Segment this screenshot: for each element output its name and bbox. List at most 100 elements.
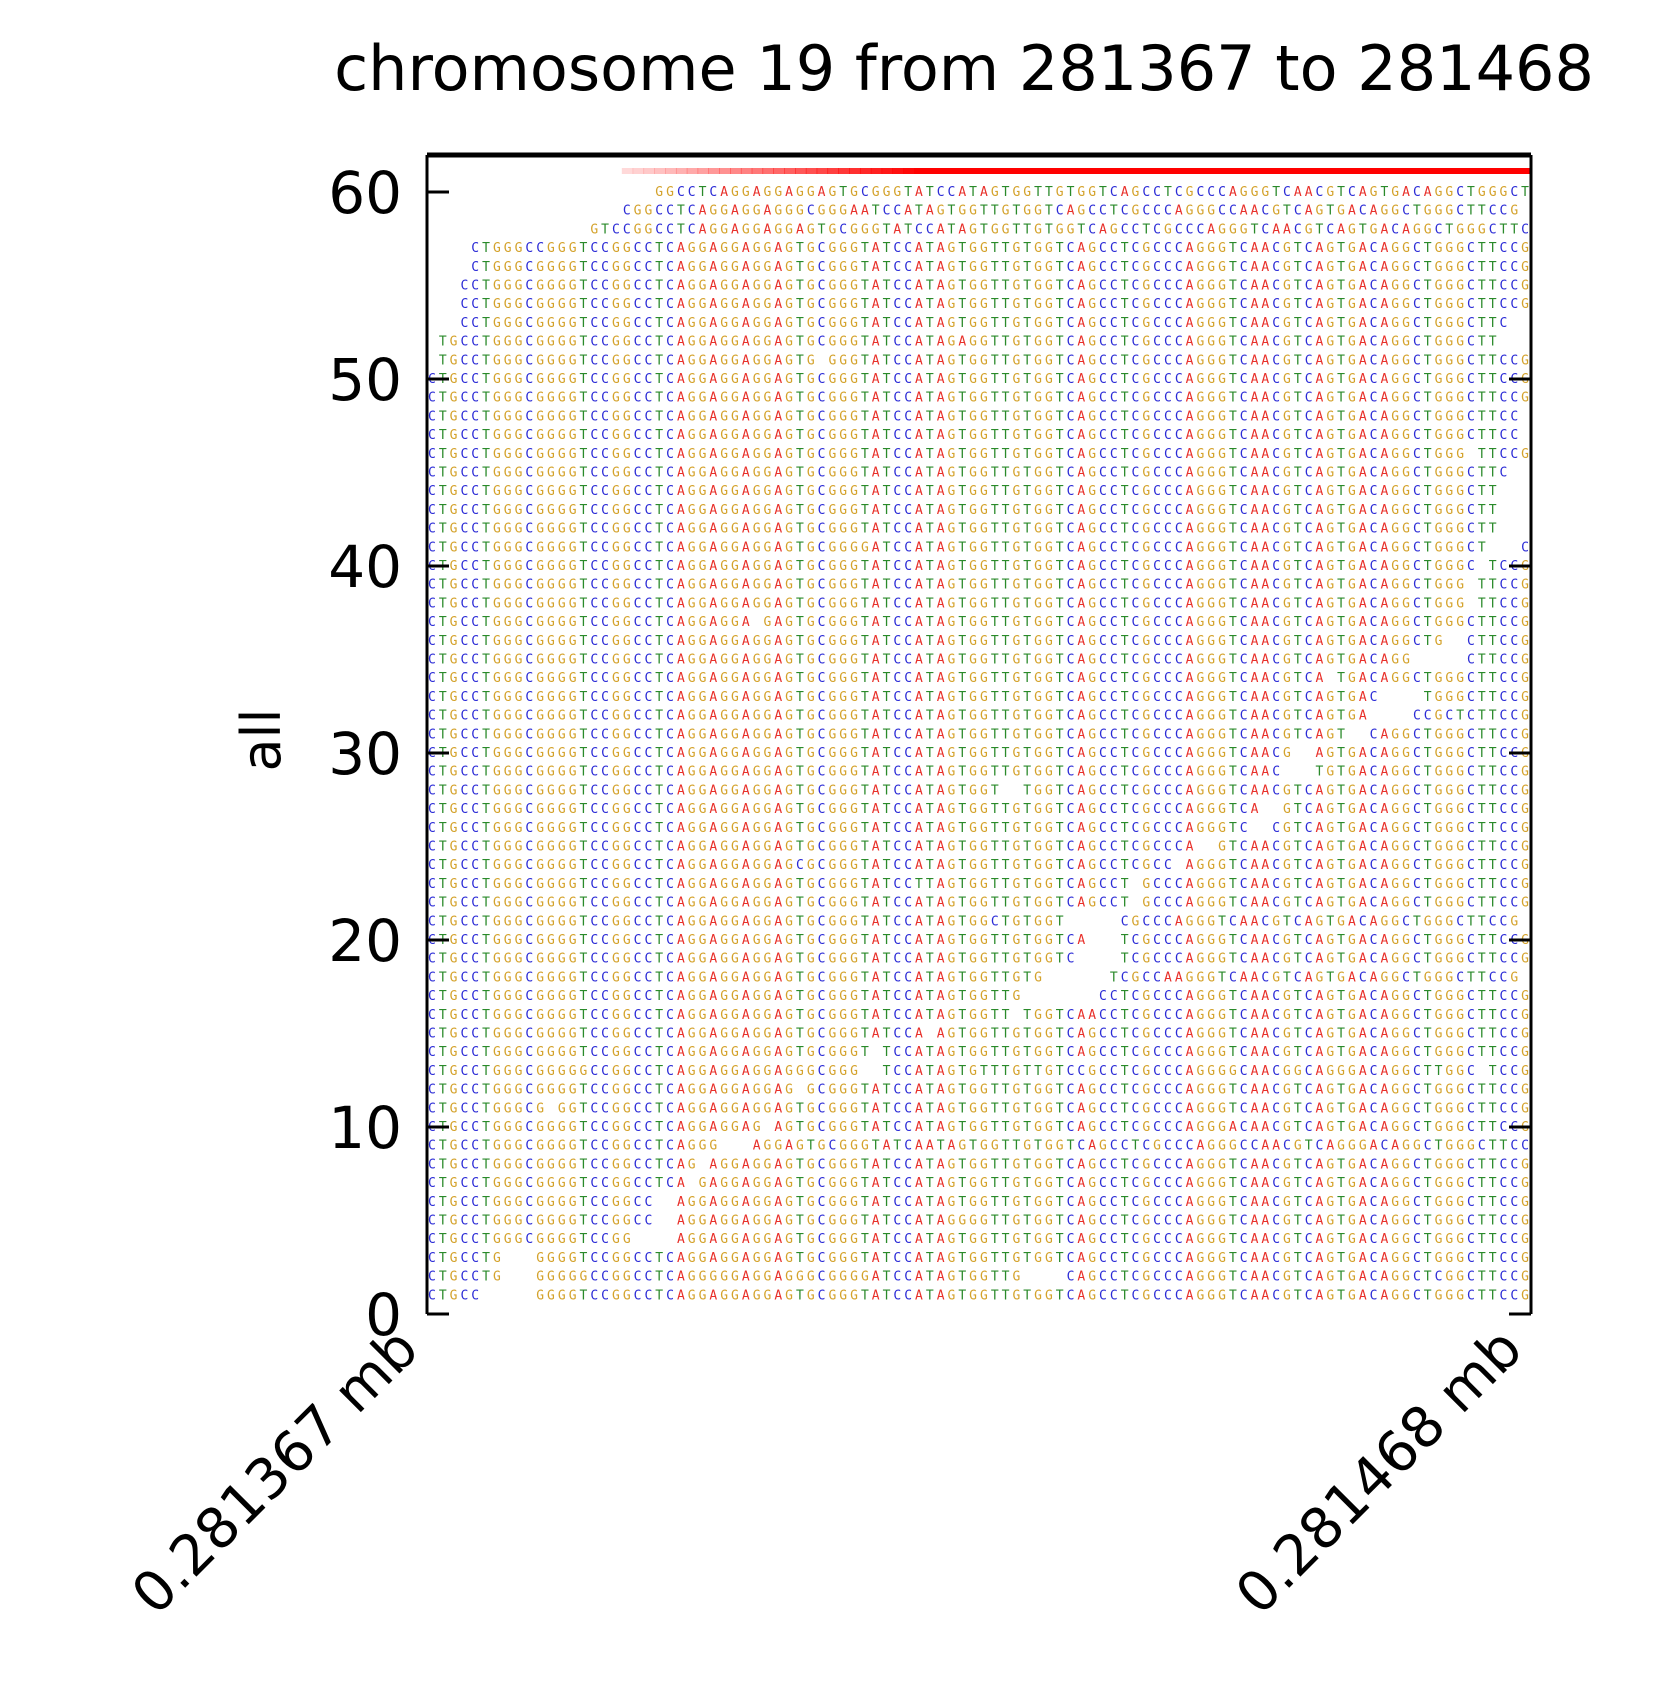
base-letter: G [1326,484,1334,499]
base-letter: T [1229,989,1237,1004]
base-letter: A [1380,1008,1388,1023]
base-letter: G [515,1195,523,1210]
base-letter: C [818,896,826,911]
base-letter: A [709,1083,717,1098]
base-letter: T [796,409,804,424]
base-letter: G [1348,466,1356,481]
base-letter: A [872,727,880,742]
base-letter: G [828,578,836,593]
base-letter: A [742,634,750,649]
base-letter: G [504,877,512,892]
base-letter: A [1186,540,1194,555]
base-letter: G [828,596,836,611]
base-letter: C [428,989,436,1004]
base-letter: G [764,858,772,873]
base-letter: G [493,970,501,985]
base-letter: A [915,522,923,537]
base-letter: G [1283,428,1291,443]
base-letter: T [1229,503,1237,518]
base-letter: A [937,1176,945,1191]
base-letter: G [1402,933,1410,948]
base-letter: A [1380,466,1388,481]
base-letter: G [850,858,858,873]
base-letter: C [634,709,642,724]
base-letter: G [688,1083,696,1098]
base-letter: T [926,765,934,780]
base-letter: T [439,727,447,742]
base-letter: G [612,615,620,630]
base-letter: A [872,1288,880,1303]
base-letter: C [460,1101,468,1116]
base-letter: G [839,821,847,836]
base-letter: T [926,503,934,518]
base-letter: C [1164,391,1172,406]
base-letter: G [1099,1139,1107,1154]
base-letter: T [1337,765,1345,780]
base-letter: G [785,428,793,443]
base-letter: G [807,1232,815,1247]
base-letter: G [612,877,620,892]
base-letter: G [1456,522,1464,537]
base-letter: G [1456,1157,1464,1172]
base-letter: C [893,877,901,892]
base-letter: G [515,409,523,424]
base-letter: T [1229,634,1237,649]
base-letter: C [634,522,642,537]
base-letter: G [515,877,523,892]
base-letter: G [731,559,739,574]
base-letter: T [926,840,934,855]
base-letter: G [785,1027,793,1042]
base-letter: T [883,1232,891,1247]
base-letter: C [904,1214,912,1229]
base-letter: T [1229,559,1237,574]
base-letter: A [709,1157,717,1172]
base-letter: C [1153,709,1161,724]
base-letter: T [1023,484,1031,499]
base-letter: G [623,428,631,443]
base-letter: A [677,877,685,892]
base-letter: C [525,428,533,443]
base-letter: T [883,933,891,948]
base-letter: G [493,1232,501,1247]
base-letter: G [558,1045,566,1060]
base-letter: G [1088,690,1096,705]
base-letter: A [1251,690,1259,705]
base-letter: C [1305,1251,1313,1266]
base-letter: C [818,1083,826,1098]
base-letter: G [569,746,577,761]
base-letter: G [699,1045,707,1060]
base-letter: G [850,746,858,761]
base-letter: G [504,596,512,611]
base-letter: G [1218,765,1226,780]
base-letter: C [1099,1045,1107,1060]
base-letter: G [1402,1251,1410,1266]
base-letter: G [828,634,836,649]
base-letter: C [1067,484,1075,499]
base-letter: G [547,765,555,780]
base-letter: C [644,952,652,967]
base-letter: C [601,671,609,686]
base-letter: T [580,522,588,537]
base-letter: T [1121,1270,1129,1285]
base-letter: A [872,1214,880,1229]
base-letter: A [915,447,923,462]
base-letter: G [699,372,707,387]
base-letter: C [590,466,598,481]
base-letter: G [1045,372,1053,387]
base-letter: G [1391,1270,1399,1285]
base-letter: G [1272,914,1280,929]
base-letter: T [1056,522,1064,537]
base-letter: A [1380,989,1388,1004]
base-letter: C [1305,484,1313,499]
base-letter: G [1435,727,1443,742]
base-letter: A [1359,1195,1367,1210]
base-letter: G [493,1045,501,1060]
base-letter: G [1326,1232,1334,1247]
base-letter: G [515,952,523,967]
base-letter: C [644,821,652,836]
base-letter: T [958,840,966,855]
base-letter: C [1175,765,1183,780]
base-letter: G [720,1176,728,1191]
base-letter: G [1142,671,1150,686]
